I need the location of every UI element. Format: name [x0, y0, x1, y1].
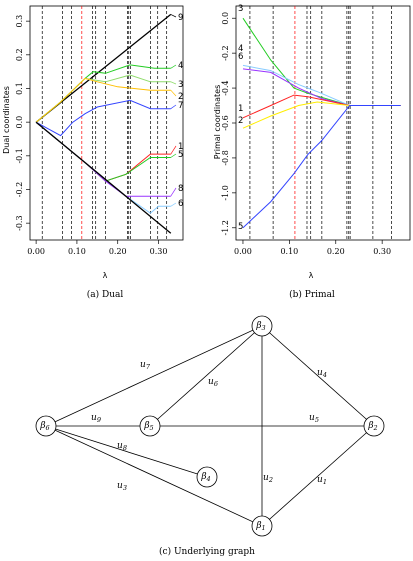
primal-series-6-label: 6: [238, 52, 243, 62]
node-b2: [363, 415, 385, 437]
dual-ytick-label-0: -0.3: [15, 215, 24, 230]
dual-series-9-leader: [170, 14, 177, 18]
dual-y-axis-title: Dual coordinates: [2, 86, 11, 154]
primal-series-1-label: 1: [238, 104, 243, 114]
primal-series-3-label: 3: [238, 4, 243, 14]
primal-xtick-label-2: 0.20: [327, 247, 345, 256]
dual-xtick-label-3: 0.30: [150, 247, 168, 256]
primal-ytick-label-3: -0.6: [221, 115, 230, 130]
dual-ytick-label-5: 0.2: [15, 48, 24, 61]
dual-series-6-leader: [170, 202, 177, 207]
node-label-b2: β2: [367, 421, 377, 432]
primal-ytick-label-0: -1.2: [221, 220, 230, 235]
primal-xtick-label-1: 0.10: [280, 247, 298, 256]
dual-chart: (a) Dual λ Dual coordinates 0.00 0.10 0.20…: [2, 5, 184, 300]
primal-x-axis-title: λ: [309, 271, 314, 280]
dual-xtick-label-2: 0.20: [109, 247, 127, 256]
dual-series-4-leader: [170, 64, 177, 69]
edge-u1: [261, 425, 375, 527]
primal-ytick-label-2: -0.8: [221, 150, 230, 165]
edge-label-u4: u4: [317, 368, 327, 379]
dual-ytick-label-6: 0.3: [15, 15, 24, 28]
node-label-b6: β6: [39, 421, 49, 432]
primal-chart: (b) Primal λ Primal coordinates 0.00 0.10…: [213, 4, 411, 300]
dual-series-9-label: 9: [178, 13, 183, 23]
dual-series-boundary-line: [35, 121, 172, 234]
node-label-b5: β5: [143, 421, 153, 432]
dual-ytick-label-3: 0.0: [15, 116, 24, 129]
dual-series-7-label: 7: [178, 101, 183, 111]
dual-series-8-label: 8: [178, 184, 183, 194]
dual-series-2-label: 2: [178, 92, 183, 102]
dual-series-2-line: [35, 77, 171, 123]
dual-series-7-line: [35, 99, 171, 137]
edge-label-u1: u1: [317, 475, 327, 486]
dual-series-5-leader: [170, 153, 177, 158]
dual-ytick-label-2: -0.1: [15, 148, 24, 163]
dual-series-6-label: 6: [178, 199, 183, 209]
edge-u3: [45, 425, 263, 527]
node-b4: [196, 466, 218, 488]
edge-label-u8: u8: [117, 441, 127, 452]
dual-series-5-label: 5: [178, 150, 183, 160]
dual-series-3-label: 3: [178, 80, 183, 90]
node-label-b1: β1: [255, 521, 265, 532]
primal-ytick-label-1: -1.0: [221, 185, 230, 200]
edge-label-u3: u3: [117, 481, 127, 492]
dual-series-4-label: 4: [178, 61, 183, 71]
dual-xtick-label-1: 0.10: [68, 247, 86, 256]
node-label-b4: β4: [200, 472, 210, 483]
node-b5: [139, 415, 161, 437]
primal-caption: (b) Primal: [289, 289, 335, 300]
node-label-b3: β3: [255, 321, 265, 332]
primal-ytick-label-4: -0.4: [221, 80, 230, 95]
primal-ytick-label-5: -0.2: [221, 45, 230, 60]
primal-y-axis-title: Primal coordinates: [213, 85, 222, 160]
edge-label-u6: u6: [208, 377, 218, 388]
primal-series-5-label: 5: [238, 222, 243, 232]
primal-ytick-label-6: 0.0: [221, 12, 230, 25]
edge-u6: [149, 325, 263, 427]
node-b3: [251, 315, 273, 337]
dual-ytick-label-4: 0.1: [15, 82, 24, 95]
dual-series-7-leader: [170, 104, 177, 109]
dual-ytick-label-1: -0.2: [15, 182, 24, 197]
node-b6: [35, 415, 57, 437]
edge-u4: [261, 325, 375, 427]
primal-series-4-label: 4: [238, 44, 243, 54]
dual-plot-frame: [29, 5, 184, 241]
primal-xtick-label-0: 0.00: [234, 247, 252, 256]
dual-caption: (a) Dual: [87, 289, 124, 300]
edge-u8: [45, 425, 208, 478]
primal-plot-frame: [235, 5, 411, 241]
dual-series-1-leader: [170, 145, 177, 155]
edge-u7: [45, 325, 263, 427]
graph-caption: (c) Underlying graph: [159, 546, 255, 557]
node-b1: [251, 515, 273, 537]
dual-series-3-leader: [170, 81, 177, 85]
primal-series-2-label: 2: [238, 116, 243, 126]
dual-xtick-label-0: 0.00: [27, 247, 45, 256]
dual-x-axis-title: λ: [103, 271, 108, 280]
primal-xtick-label-3: 0.30: [373, 247, 391, 256]
edge-label-u5: u5: [309, 413, 319, 424]
dual-series-1-label: 1: [178, 142, 183, 152]
underlying-graph: (c) Underlying graph u7 u6 u4 u2 u9 u5 u8 u3 u1 β…: [35, 315, 385, 557]
dual-series-2-leader: [170, 89, 177, 97]
edge-label-u2: u2: [263, 473, 273, 484]
dual-series-8-leader: [170, 187, 177, 197]
primal-series-5-line: [242, 105, 401, 229]
edge-label-u7: u7: [140, 360, 151, 371]
edge-label-u9: u9: [91, 413, 101, 424]
